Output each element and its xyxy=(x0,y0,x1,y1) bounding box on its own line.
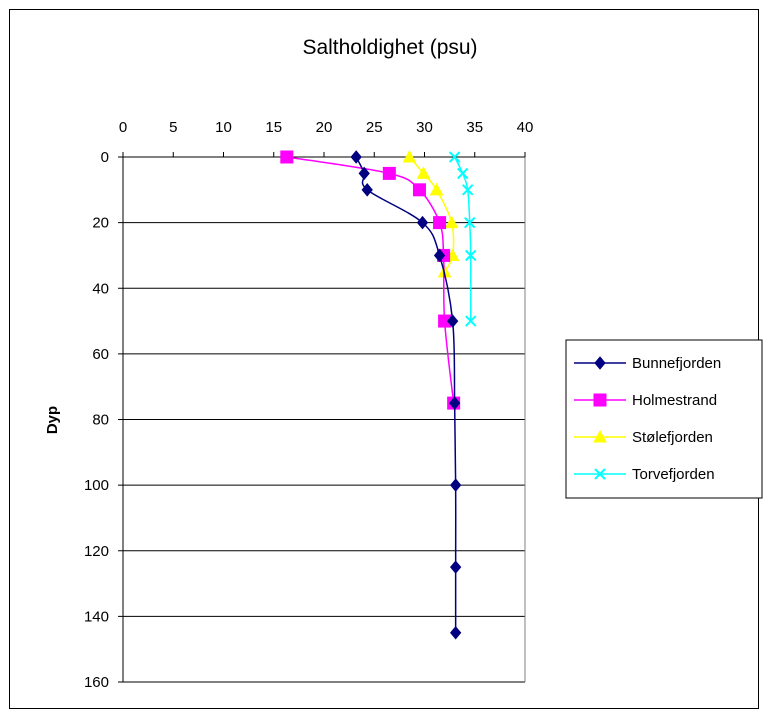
y-tick-label-1: 20 xyxy=(92,215,109,232)
legend-marker-0 xyxy=(594,356,606,370)
series-0-point-3 xyxy=(416,215,429,230)
series-3-point-3 xyxy=(464,216,476,229)
series-0-point-7 xyxy=(450,478,462,492)
legend-label-1: Holmestrand xyxy=(632,392,717,409)
series-3-point-4 xyxy=(465,249,477,262)
series-2-point-1 xyxy=(416,166,431,179)
legend-marker-2 xyxy=(593,429,607,443)
series-2-point-3 xyxy=(444,215,459,229)
chart-title: Saltholdighet (psu) xyxy=(302,36,477,59)
series-3-point-0 xyxy=(448,151,461,163)
legend-label-2: Stølefjorden xyxy=(632,429,713,446)
x-tick-label-2: 10 xyxy=(215,119,232,136)
series-1-point-1 xyxy=(382,166,396,180)
series-0-point-4 xyxy=(433,248,446,263)
x-tick-label-0: 0 xyxy=(119,119,127,136)
y-tick-label-5: 100 xyxy=(84,477,109,494)
legend-label-0: Bunnefjorden xyxy=(632,355,721,372)
series-1-point-3 xyxy=(433,216,447,230)
series-2-point-2 xyxy=(429,182,444,196)
series-3-point-5 xyxy=(465,315,477,327)
series-0-point-9 xyxy=(450,626,462,640)
y-tick-label-6: 120 xyxy=(84,543,109,560)
series-0-point-2 xyxy=(361,183,373,197)
x-tick-label-5: 25 xyxy=(366,119,383,136)
series-0-point-1 xyxy=(358,166,370,181)
series-0-point-8 xyxy=(450,560,462,574)
y-tick-label-4: 80 xyxy=(92,412,109,429)
x-tick-label-8: 40 xyxy=(517,119,534,136)
y-tick-label-0: 0 xyxy=(101,149,109,166)
series-line-1 xyxy=(286,156,455,404)
series-0-point-0 xyxy=(350,150,362,164)
legend-label-3: Torvefjorden xyxy=(632,466,715,483)
legend-marker-3 xyxy=(594,468,606,480)
series-1-point-2 xyxy=(412,183,426,197)
y-tick-label-3: 60 xyxy=(92,346,109,363)
series-1-point-0 xyxy=(280,150,294,164)
x-tick-label-7: 35 xyxy=(466,119,483,136)
y-axis-label: Dyp xyxy=(44,406,61,434)
series-3-point-2 xyxy=(462,184,474,196)
y-tick-label-7: 140 xyxy=(84,608,109,625)
series-2-point-0 xyxy=(402,149,417,163)
series-0-point-5 xyxy=(446,314,459,328)
series-0-point-6 xyxy=(448,396,461,410)
y-tick-label-8: 160 xyxy=(84,674,109,691)
legend-marker-1 xyxy=(593,393,607,407)
x-tick-label-1: 5 xyxy=(169,119,177,136)
y-tick-label-2: 40 xyxy=(92,280,109,297)
x-tick-label-6: 30 xyxy=(416,119,433,136)
x-tick-label-4: 20 xyxy=(316,119,333,136)
x-tick-label-3: 15 xyxy=(265,119,282,136)
series-line-3 xyxy=(453,156,472,322)
series-3-point-1 xyxy=(456,167,469,180)
series-line-0 xyxy=(355,156,457,633)
